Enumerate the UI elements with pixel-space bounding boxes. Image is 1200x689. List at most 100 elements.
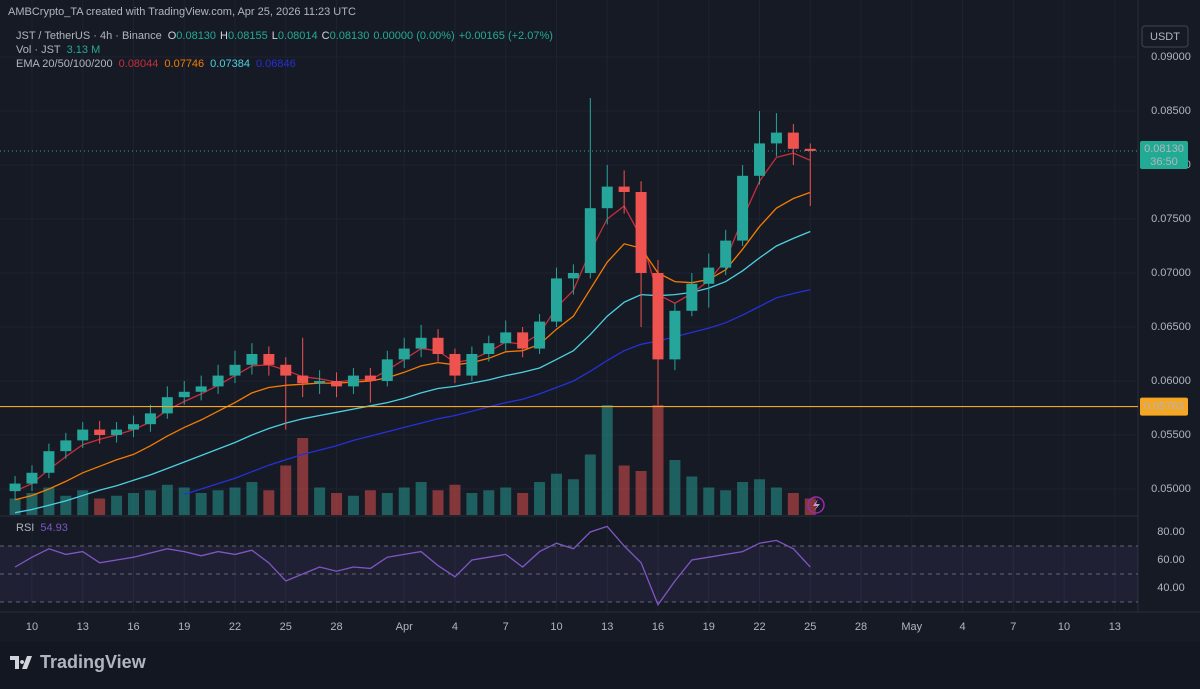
candle-body [754, 143, 766, 176]
volume-bar [111, 495, 123, 515]
legend-ema: EMA 20/50/100/200 0.08044 0.07746 0.07384 0.… [16, 58, 296, 70]
candle-body [804, 148, 816, 151]
tv-logo [10, 656, 32, 669]
volume-bar [229, 487, 241, 515]
candle-body [212, 375, 224, 387]
volume-bar [43, 487, 55, 515]
y-tick-label: 0.05000 [1151, 483, 1191, 495]
candle-body [127, 424, 139, 430]
x-tick-label: 19 [703, 621, 715, 633]
candle-body [703, 267, 715, 284]
volume-bar [618, 465, 630, 515]
candle-body [618, 186, 630, 193]
volume-bar [195, 493, 207, 515]
candle-body [534, 321, 546, 349]
x-tick-label: 16 [652, 621, 664, 633]
candle-body [314, 380, 326, 384]
candle-body [297, 375, 309, 384]
candle-body [94, 429, 106, 435]
ohlc-key: L [272, 30, 278, 42]
volume-bar [364, 490, 376, 515]
volume-bar [635, 471, 647, 515]
candle-body [26, 472, 38, 484]
candle-body [398, 348, 410, 360]
volume-bar [601, 405, 613, 515]
volume-bar [263, 490, 275, 515]
volume-bar [314, 487, 326, 515]
candle-body [483, 343, 495, 354]
volume-bar [246, 482, 258, 515]
candle-body [161, 397, 173, 414]
x-tick-label: 22 [229, 621, 241, 633]
volume-bar [686, 476, 698, 515]
x-tick-label: 10 [1058, 621, 1070, 633]
ema-value: 0.06846 [256, 58, 296, 70]
candle-body [280, 364, 292, 376]
footer [0, 642, 1200, 689]
volume-bar [720, 490, 732, 515]
ema-value: 0.07384 [210, 58, 250, 70]
ema-value: 0.07746 [164, 58, 204, 70]
volume-bar [466, 493, 478, 515]
plot [0, 0, 1138, 612]
rsi-tick-label: 80.00 [1157, 526, 1185, 538]
volume-bar [534, 482, 546, 515]
y-tick-label: 0.06000 [1151, 375, 1191, 387]
candle-body [195, 386, 207, 392]
candle-body [787, 132, 799, 149]
rsi-label: RSI [16, 522, 34, 534]
ohlc-key: O [168, 30, 177, 42]
candle-body [669, 310, 681, 360]
volume-bar [280, 465, 292, 515]
candle-body [567, 272, 579, 279]
x-tick-label: 4 [452, 621, 458, 633]
rsi-value: 54.93 [40, 522, 68, 534]
volume-bar [347, 495, 359, 515]
candle-body [584, 208, 596, 273]
candle-body [770, 132, 782, 144]
change-day: +0.00165 (+2.07%) [459, 30, 553, 42]
ohlc-value: 0.08155 [228, 30, 268, 42]
x-tick-label: 16 [127, 621, 139, 633]
x-tick-label: 22 [753, 621, 765, 633]
candle-body [381, 359, 393, 381]
candle-body [500, 332, 512, 344]
volume-bar [26, 493, 38, 515]
candle-body [111, 429, 123, 435]
rsi-line [14, 525, 811, 607]
x-tick-label: Apr [396, 621, 413, 633]
countdown: 36:50 [1150, 156, 1178, 168]
candle-body [9, 483, 21, 492]
volume-bar [77, 490, 89, 515]
ema-label: EMA 20/50/100/200 [16, 58, 113, 70]
attribution: AMBCrypto_TA created with TradingView.co… [8, 6, 356, 18]
alert-icon[interactable] [807, 496, 825, 514]
legend-volume: Vol · JST 3.13 M [16, 44, 100, 56]
x-tick-label: May [901, 621, 922, 633]
volume-bar [669, 460, 681, 515]
ohlc-key: C [322, 30, 330, 42]
rsi-tick-label: 40.00 [1157, 582, 1185, 594]
volume-bar [787, 493, 799, 515]
y-tick-label: 0.06500 [1151, 321, 1191, 333]
x-tick-label: 25 [280, 621, 292, 633]
ohlc-key: H [220, 30, 228, 42]
volume-bar [517, 493, 529, 515]
volume-bar [60, 495, 72, 515]
volume-bar [770, 487, 782, 515]
volume-bar [483, 490, 495, 515]
logo-mark [10, 656, 32, 669]
y-tick-label: 0.07000 [1151, 267, 1191, 279]
legend-symbol-line: JST / TetherUS · 4h · Binance O0.08130 H0.… [16, 30, 553, 42]
candle-body [178, 391, 190, 398]
x-tick-label: 28 [330, 621, 342, 633]
volume-bar [449, 484, 461, 515]
x-tick-label: 10 [550, 621, 562, 633]
x-tick-label: 7 [1010, 621, 1016, 633]
x-tick-label: 19 [178, 621, 190, 633]
candle-body [686, 283, 698, 311]
alert-bolt [813, 499, 820, 511]
last-price-label: 0.08130 [1144, 143, 1184, 155]
candle-body [347, 375, 359, 387]
ema-line [14, 191, 811, 501]
